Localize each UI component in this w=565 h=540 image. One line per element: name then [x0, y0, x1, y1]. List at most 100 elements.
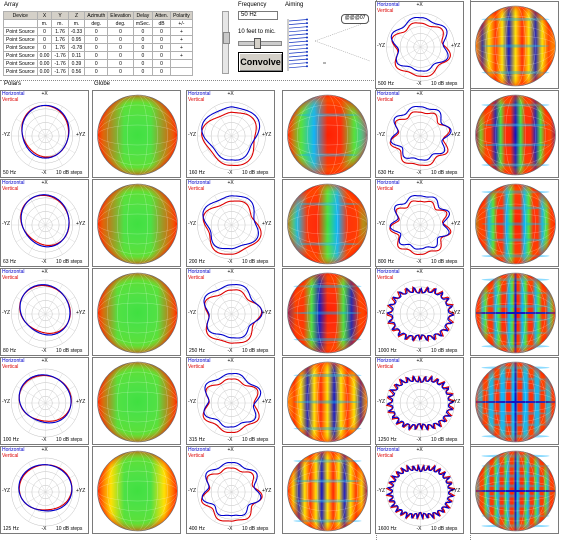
- table-cell[interactable]: 0: [84, 43, 109, 52]
- table-cell[interactable]: 0: [151, 35, 172, 44]
- polar-plot[interactable]: Horizontal Vertical +X -YZ +YZ -X 10 dB steps 2…: [186, 179, 275, 267]
- table-cell[interactable]: 0: [107, 67, 134, 76]
- table-row[interactable]: Point Source 0 1.76 -0.78 0 0 0 0 +: [3, 43, 193, 52]
- globe-plot[interactable]: [470, 90, 559, 178]
- table-cell[interactable]: Point Source: [3, 35, 38, 44]
- polar-plot[interactable]: Horizontal Vertical +X -YZ +YZ -X 10 dB steps 1…: [375, 357, 464, 445]
- table-cell[interactable]: 0: [84, 67, 109, 76]
- globe-plot[interactable]: [92, 357, 181, 445]
- polar-plot[interactable]: Horizontal Vertical +X -YZ +YZ -X 10 dB steps 4…: [186, 446, 275, 534]
- polar-plot[interactable]: Horizontal Vertical +X -YZ +YZ -X 10 dB steps 1…: [0, 357, 89, 445]
- globe-plot[interactable]: [92, 179, 181, 267]
- table-row[interactable]: Point Source 0.00 -1.76 0.56 0 0 0 0: [3, 67, 193, 76]
- globe-plot[interactable]: [282, 268, 371, 356]
- table-cell[interactable]: 0: [151, 59, 172, 68]
- globe-plot[interactable]: [470, 357, 559, 445]
- table-cell[interactable]: 0: [36, 43, 53, 52]
- table-cell[interactable]: 0: [36, 35, 53, 44]
- table-cell[interactable]: 0: [107, 27, 134, 36]
- table-cell[interactable]: 0: [151, 51, 172, 60]
- table-cell[interactable]: [170, 59, 193, 68]
- table-row[interactable]: Point Source 0.00 -1.76 0.11 0 0 0 0 +: [3, 51, 193, 60]
- table-cell[interactable]: 1.76: [51, 35, 69, 44]
- column-header[interactable]: Azimuth: [84, 11, 109, 20]
- column-header[interactable]: Z: [67, 11, 86, 20]
- table-cell[interactable]: 1.76: [51, 43, 69, 52]
- table-cell[interactable]: +: [170, 27, 193, 36]
- table-cell[interactable]: Point Source: [3, 27, 38, 36]
- globe-plot[interactable]: [470, 446, 559, 534]
- table-cell[interactable]: 0: [132, 43, 154, 52]
- globe-plot[interactable]: [92, 268, 181, 356]
- table-cell[interactable]: +: [170, 51, 193, 60]
- table-cell[interactable]: 1.76: [51, 27, 69, 36]
- table-cell[interactable]: +: [170, 35, 193, 44]
- table-cell[interactable]: -1.76: [51, 67, 69, 76]
- distance-slider[interactable]: [238, 38, 282, 49]
- table-cell[interactable]: 0.00: [36, 59, 53, 68]
- table-cell[interactable]: 0.00: [36, 51, 53, 60]
- globe-plot[interactable]: [92, 446, 181, 534]
- scrollbar-thumb[interactable]: [223, 32, 230, 44]
- globe-plot[interactable]: [92, 90, 181, 178]
- table-row[interactable]: Point Source 0 1.76 -0.33 0 0 0 0 +: [3, 27, 193, 36]
- globe-plot[interactable]: [470, 179, 559, 267]
- table-cell[interactable]: 0: [132, 27, 154, 36]
- globe-plot[interactable]: [470, 1, 559, 89]
- column-header[interactable]: Atten.: [151, 11, 172, 20]
- table-cell[interactable]: Point Source: [3, 67, 38, 76]
- globe-plot[interactable]: [470, 268, 559, 356]
- polar-plot[interactable]: Horizontal Vertical +X -YZ +YZ -X 10 dB steps 6…: [0, 179, 89, 267]
- table-cell[interactable]: [170, 67, 193, 76]
- convolve-button[interactable]: Convolve: [238, 52, 283, 72]
- aiming-tag[interactable]: @@@07: [341, 14, 369, 24]
- table-cell[interactable]: 0: [84, 27, 109, 36]
- array-scrollbar[interactable]: [222, 11, 230, 74]
- table-cell[interactable]: 0: [151, 43, 172, 52]
- table-cell[interactable]: 0: [107, 59, 134, 68]
- table-cell[interactable]: -0.33: [67, 27, 86, 36]
- globe-plot[interactable]: [282, 446, 371, 534]
- table-cell[interactable]: 0: [132, 35, 154, 44]
- table-row[interactable]: Point Source 0.00 -1.76 0.39 0 0 0 0: [3, 59, 193, 68]
- table-cell[interactable]: 0: [132, 51, 154, 60]
- table-cell[interactable]: -0.78: [67, 43, 86, 52]
- polar-plot[interactable]: Horizontal Vertical +X -YZ +YZ -X 10 dB steps 1…: [375, 446, 464, 534]
- polar-plot[interactable]: Horizontal Vertical +X -YZ +YZ -X 10 dB steps 1…: [186, 90, 275, 178]
- table-cell[interactable]: 0.39: [67, 59, 86, 68]
- table-cell[interactable]: 0: [151, 27, 172, 36]
- table-cell[interactable]: Point Source: [3, 43, 38, 52]
- polar-plot[interactable]: Horizontal Vertical +X -YZ +YZ -X 10 dB steps 2…: [186, 268, 275, 356]
- polar-plot[interactable]: Horizontal Vertical +X -YZ +YZ -X 10 dB steps 1…: [0, 446, 89, 534]
- column-header[interactable]: Device: [3, 11, 38, 20]
- table-cell[interactable]: 0: [151, 67, 172, 76]
- table-cell[interactable]: 0: [107, 51, 134, 60]
- slider-thumb[interactable]: [254, 38, 261, 49]
- column-header[interactable]: Y: [51, 11, 69, 20]
- aiming-panel[interactable]: @@@07: [285, 11, 373, 74]
- table-cell[interactable]: 0: [36, 27, 53, 36]
- table-cell[interactable]: 0.95: [67, 35, 86, 44]
- table-cell[interactable]: -1.76: [51, 51, 69, 60]
- column-header[interactable]: Polarity: [170, 11, 193, 20]
- table-cell[interactable]: 0: [84, 59, 109, 68]
- table-cell[interactable]: -1.76: [51, 59, 69, 68]
- column-header[interactable]: Delay: [132, 11, 154, 20]
- globe-plot[interactable]: [282, 179, 371, 267]
- polar-plot[interactable]: Horizontal Vertical +X -YZ +YZ -X 10 dB steps 8…: [0, 268, 89, 356]
- table-cell[interactable]: 0: [107, 35, 134, 44]
- table-cell[interactable]: 0.11: [67, 51, 86, 60]
- table-cell[interactable]: 0: [107, 43, 134, 52]
- table-cell[interactable]: 0: [132, 59, 154, 68]
- frequency-field[interactable]: 50 Hz: [238, 11, 278, 20]
- polar-plot[interactable]: Horizontal Vertical +X -YZ +YZ -X 10 dB steps 5…: [375, 1, 464, 89]
- table-cell[interactable]: Point Source: [3, 59, 38, 68]
- globe-plot[interactable]: [282, 90, 371, 178]
- polar-plot[interactable]: Horizontal Vertical +X -YZ +YZ -X 10 dB steps 1…: [375, 268, 464, 356]
- column-header[interactable]: Elevation: [107, 11, 134, 20]
- array-table[interactable]: Device X Y Z Azimuth Elevation Delay Atten. Pola…: [3, 11, 193, 76]
- table-cell[interactable]: 0: [84, 35, 109, 44]
- globe-plot[interactable]: [282, 357, 371, 445]
- table-cell[interactable]: Point Source: [3, 51, 38, 60]
- polar-plot[interactable]: Horizontal Vertical +X -YZ +YZ -X 10 dB steps 6…: [375, 90, 464, 178]
